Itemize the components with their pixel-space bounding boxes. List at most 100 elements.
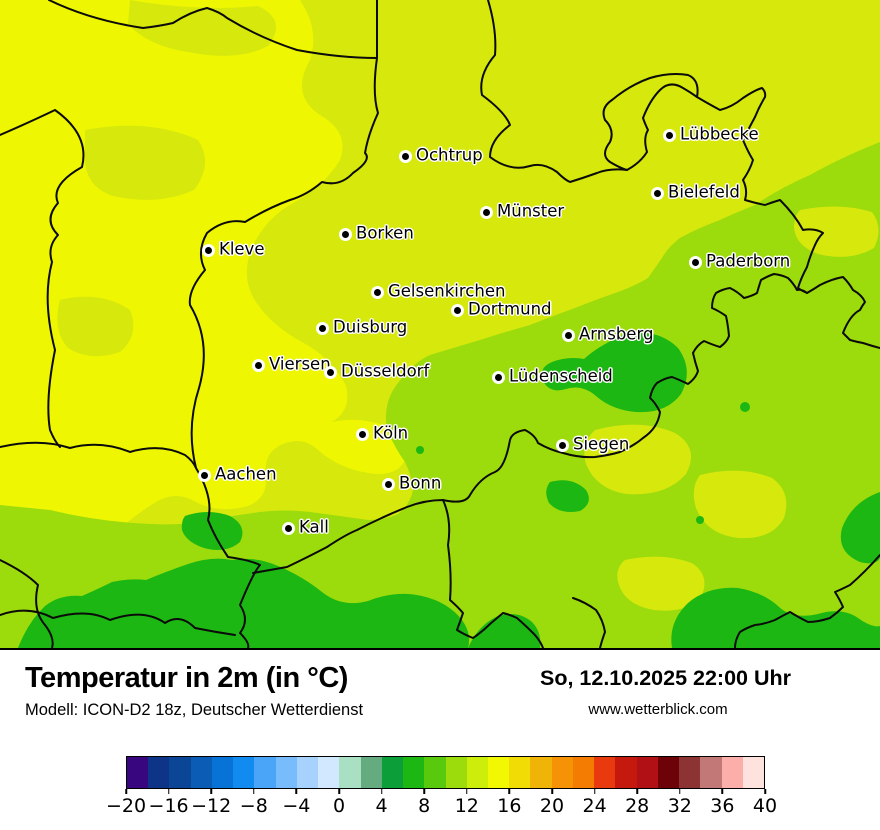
scale-segment — [742, 757, 765, 788]
temperature-map: Ochtrup Lübbecke Bielefeld Münster Borken Kle… — [0, 0, 880, 650]
scale-segment — [424, 757, 446, 788]
scale-segment — [339, 757, 361, 788]
city-dot-icon — [398, 149, 412, 163]
valid-datetime: So, 12.10.2025 22:00 Uhr — [540, 666, 791, 690]
scale-tick — [295, 789, 298, 794]
city-label: Siegen — [573, 434, 630, 454]
scale-tick — [380, 789, 383, 794]
scale-tick — [338, 789, 340, 794]
city-label: Münster — [497, 201, 565, 221]
city-dot-icon — [450, 303, 464, 317]
caption-bar: Temperatur in 2m (in °C) Modell: ICON-D2… — [0, 650, 880, 746]
city-dot-icon — [555, 438, 569, 452]
scale-tick — [508, 789, 511, 794]
map-canvas — [0, 0, 880, 648]
scale-tick-label: 0 — [332, 795, 346, 817]
city-dot-icon — [197, 468, 211, 482]
city-dot-icon — [251, 358, 265, 372]
scale-tick-label: −20 — [105, 795, 147, 817]
scale-tick-label: 20 — [539, 795, 565, 817]
city-label: Köln — [373, 423, 409, 443]
city-dot-icon — [688, 255, 702, 269]
city-dot-icon — [561, 328, 575, 342]
caption-right: So, 12.10.2025 22:00 Uhr www.wetterblick… — [540, 666, 791, 718]
city-markers-layer: Ochtrup Lübbecke Bielefeld Münster Borken Kle… — [197, 124, 791, 537]
scale-tick-label: −12 — [191, 795, 232, 817]
border-lines — [0, 0, 880, 648]
scale-tick — [764, 789, 766, 794]
scale-tick — [679, 789, 681, 794]
scale-tick — [721, 789, 724, 794]
scale-segment — [169, 757, 191, 788]
city-dot-icon — [338, 227, 352, 241]
city-label: Aachen — [215, 464, 277, 484]
city-label: Düsseldorf — [341, 361, 430, 381]
scale-segment — [679, 757, 701, 788]
city-dot-icon — [201, 243, 215, 257]
scale-segment — [211, 757, 234, 788]
city-label: Viersen — [269, 354, 331, 374]
scale-tick — [125, 789, 127, 794]
scale-segment — [275, 757, 297, 788]
scale-segment — [594, 757, 616, 788]
city-dot-icon — [370, 285, 384, 299]
scale-tick-label: 40 — [752, 795, 778, 817]
model-info: Modell: ICON-D2 18z, Deutscher Wetterdie… — [25, 701, 364, 719]
scale-segment — [636, 757, 658, 788]
scale-segment — [530, 757, 552, 788]
city-dot-icon — [662, 128, 676, 142]
scale-tick-label: 32 — [667, 795, 692, 817]
city-label: Borken — [356, 223, 414, 243]
scale-segment — [657, 757, 680, 788]
scale-segment — [615, 757, 637, 788]
city-label: Ochtrup — [416, 145, 483, 165]
page-title: Temperatur in 2m (in °C) — [25, 662, 348, 694]
scale-tick-label: 28 — [625, 795, 650, 817]
city-dot-icon — [323, 365, 337, 379]
region-12-14C-patches — [57, 0, 276, 357]
city-dot-icon — [355, 427, 369, 441]
scale-tick-label: −4 — [282, 795, 311, 817]
scale-segment — [700, 757, 722, 788]
region-8-10C — [18, 332, 880, 648]
scale-tick-label: 8 — [418, 795, 431, 817]
scale-segment — [148, 757, 170, 788]
scale-tick-label: 16 — [497, 795, 522, 817]
city-label: Paderborn — [706, 251, 791, 271]
scale-tick — [466, 789, 468, 794]
city-label: Bonn — [399, 473, 442, 493]
city-label: Arnsberg — [579, 324, 654, 344]
city-label: Lüdenscheid — [509, 366, 613, 386]
scale-segment — [233, 757, 255, 788]
scale-tick — [423, 789, 425, 794]
website-url: www.wetterblick.com — [588, 701, 728, 718]
city-dot-icon — [315, 321, 329, 335]
scale-segment — [127, 757, 149, 788]
scale-segment — [551, 757, 573, 788]
scale-segment — [721, 757, 743, 788]
scale-tick-label: 12 — [454, 795, 479, 817]
scale-segment — [572, 757, 595, 788]
scale-segment — [190, 757, 212, 788]
city-label: Duisburg — [333, 317, 408, 337]
city-dot-icon — [479, 205, 493, 219]
city-dot-icon — [491, 370, 505, 384]
scale-segment — [403, 757, 425, 788]
scale-tick — [210, 789, 212, 794]
temperature-scale: −20 −16 −12 −8 −4 0 4 8 12 16 20 24 28 32 36 40 — [0, 746, 880, 830]
scale-tick-label: −16 — [148, 795, 189, 817]
city-dot-icon — [650, 186, 664, 200]
city-label: Dortmund — [468, 299, 552, 319]
scale-segment — [360, 757, 382, 788]
scale-segment — [487, 757, 510, 788]
city-label: Kleve — [219, 239, 265, 259]
scale-segment — [509, 757, 531, 788]
city-label: Lübbecke — [680, 124, 759, 144]
scale-segment — [466, 757, 488, 788]
region-12-14C-mottle — [584, 206, 879, 611]
caption-left: Temperatur in 2m (in °C) Modell: ICON-D2… — [25, 662, 363, 720]
scale-segment — [254, 757, 276, 788]
scale-segment — [381, 757, 404, 788]
scale-tick — [253, 789, 255, 794]
city-dot-icon — [281, 521, 295, 535]
